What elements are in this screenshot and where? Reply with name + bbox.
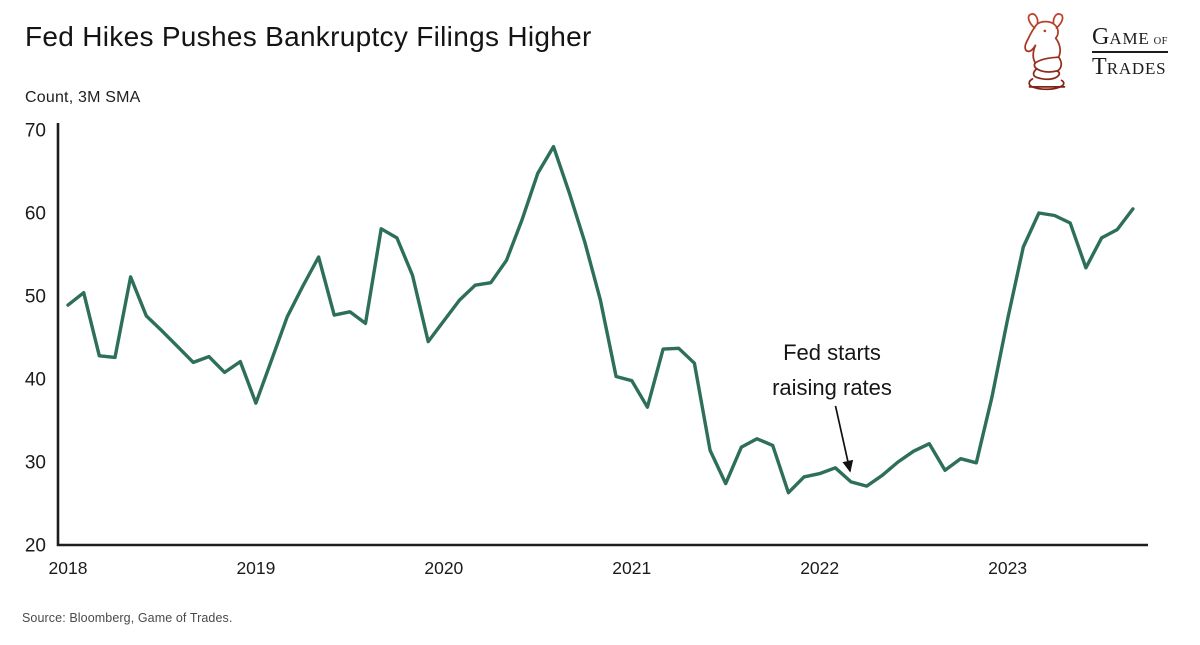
- x-tick-label: 2022: [800, 558, 839, 578]
- game-of-trades-logo: GAME OF TRADES: [1010, 12, 1168, 92]
- y-tick-label: 40: [25, 370, 46, 391]
- annotation-line-2: raising rates: [772, 375, 892, 400]
- annotation-line-1: Fed starts: [783, 340, 881, 365]
- x-tick-label: 2019: [236, 558, 275, 578]
- annotation-arrow: [834, 405, 854, 473]
- logo-wordmark: GAME OF TRADES: [1092, 25, 1168, 79]
- bull-chess-knight-icon: [1024, 13, 1066, 91]
- source-note: Source: Bloomberg, Game of Trades.: [22, 611, 233, 625]
- logo-line-1: GAME OF: [1092, 25, 1168, 53]
- x-tick-label: 2020: [424, 558, 463, 578]
- axes: [56, 123, 1148, 547]
- y-axis-unit-label: Count, 3M SMA: [25, 89, 141, 106]
- logo-line-2: TRADES: [1092, 54, 1167, 80]
- x-tick-label: 2018: [49, 558, 88, 578]
- x-tick-label: 2023: [988, 558, 1027, 578]
- y-tick-label: 20: [25, 536, 46, 557]
- y-tick-label: 30: [25, 453, 46, 474]
- bankruptcy-filings-line: [66, 144, 1135, 495]
- y-tick-label: 70: [25, 121, 46, 142]
- y-tick-label: 50: [25, 287, 46, 308]
- page-title: Fed Hikes Pushes Bankruptcy Filings High…: [25, 21, 592, 52]
- y-tick-label: 60: [25, 204, 46, 225]
- x-tick-label: 2021: [612, 558, 651, 578]
